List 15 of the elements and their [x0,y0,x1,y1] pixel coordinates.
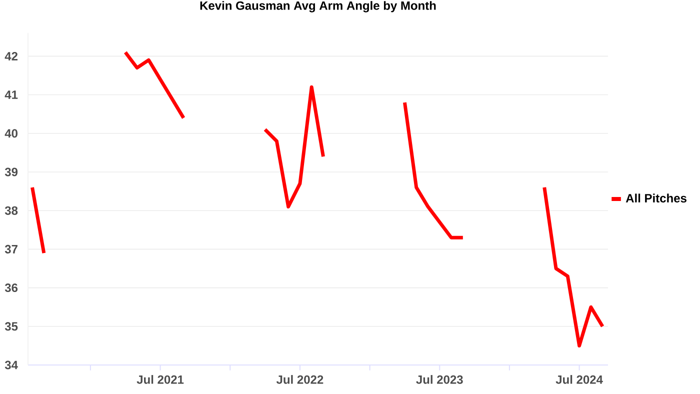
y-tick-label: 39 [4,168,18,176]
x-tick-label: Jul 2022 [276,375,324,384]
y-tick-label: 34 [4,360,18,370]
y-tick-label: 42 [4,52,18,60]
y-tick-label: 37 [4,244,18,254]
y-tick-label: 40 [4,129,18,138]
x-tick-label: Jul 2021 [136,375,184,384]
y-tick-label: 36 [4,284,18,292]
chart-title: Kevin Gausman Avg Arm Angle by Month [200,1,436,12]
x-tick-label: Jul 2024 [556,375,603,384]
legend-label: All Pitches [626,194,686,202]
y-tick-label: 38 [4,206,18,215]
y-tick-label: 41 [4,90,18,99]
x-tick-label: Jul 2023 [416,375,463,384]
y-tick-label: 35 [4,322,18,331]
